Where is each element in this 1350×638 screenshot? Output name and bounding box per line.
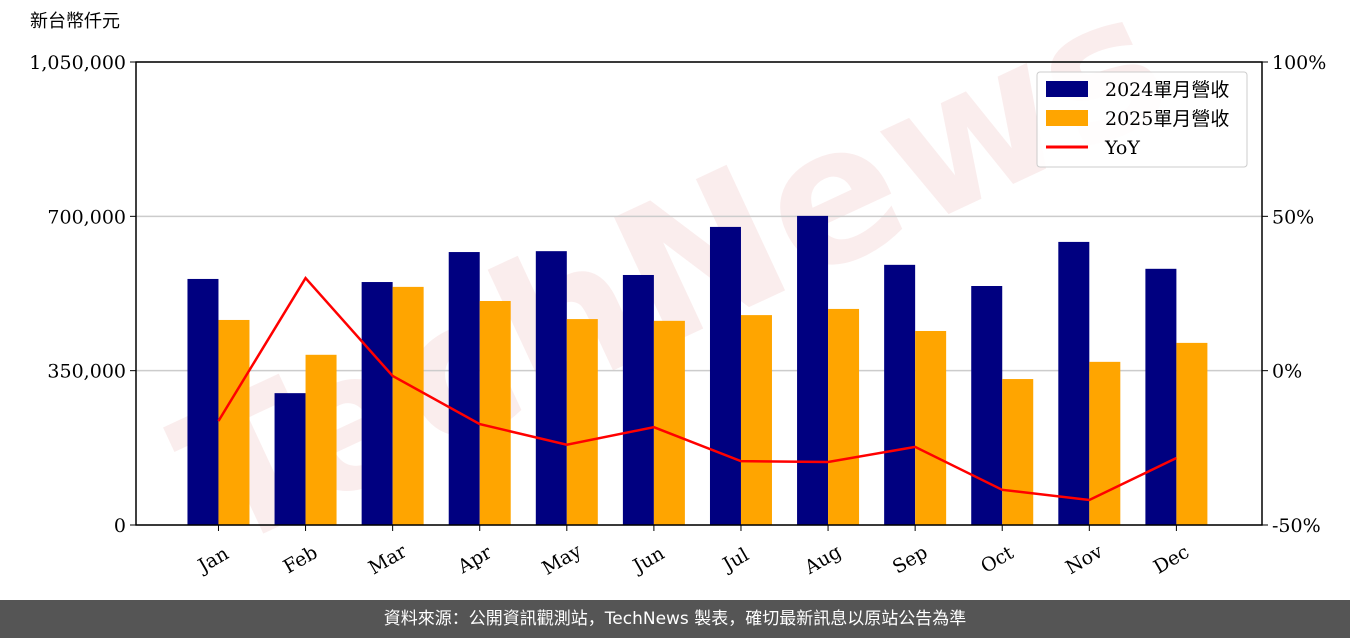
x-tick-label: Oct bbox=[977, 542, 1018, 578]
bar bbox=[274, 393, 306, 525]
x-tick-label: Apr bbox=[453, 541, 496, 578]
bar bbox=[797, 215, 829, 525]
legend-label: 2024單月營收 bbox=[1105, 79, 1229, 101]
bar bbox=[187, 278, 219, 525]
bar bbox=[392, 286, 424, 525]
y-tick-label: 350,000 bbox=[47, 361, 126, 383]
y2-tick-label: -50% bbox=[1272, 515, 1321, 537]
y2-tick-label: 100% bbox=[1272, 52, 1326, 74]
bar bbox=[1089, 361, 1121, 525]
plot-frame bbox=[135, 61, 1263, 526]
bar bbox=[622, 274, 654, 525]
bar bbox=[915, 330, 947, 525]
bar bbox=[828, 308, 860, 525]
bar bbox=[884, 264, 916, 525]
y-tick-label: 0 bbox=[114, 515, 126, 537]
x-tick-label: Dec bbox=[1150, 541, 1193, 579]
bar bbox=[1002, 379, 1034, 525]
y-tick-label: 700,000 bbox=[47, 206, 126, 228]
y-axis-title: 新台幣仟元 bbox=[30, 11, 120, 32]
bar bbox=[740, 315, 772, 525]
bar bbox=[971, 286, 1003, 525]
legend-label: 2025單月營收 bbox=[1105, 108, 1229, 130]
legend-box bbox=[1036, 71, 1248, 168]
x-tick-label: Mar bbox=[365, 540, 411, 579]
bar bbox=[305, 354, 337, 525]
x-tick-label: Jul bbox=[718, 544, 753, 577]
bar bbox=[1145, 268, 1177, 525]
y2-tick-label: 50% bbox=[1272, 206, 1314, 228]
x-tick-label: May bbox=[538, 540, 585, 580]
footer: 資料來源：公開資訊觀測站，TechNews 製表，確切最新訊息以原站公告為準 bbox=[0, 600, 1350, 638]
bar bbox=[1176, 342, 1208, 525]
chart: 新台幣仟元 TechNews 0350,000700,0001,050,000-… bbox=[29, 0, 1326, 594]
legend-swatch bbox=[1046, 110, 1088, 126]
bar bbox=[709, 226, 741, 525]
bar bbox=[448, 252, 480, 525]
bar bbox=[535, 251, 567, 525]
bar bbox=[218, 319, 250, 525]
bar bbox=[1058, 241, 1090, 525]
x-tick-label: Aug bbox=[800, 541, 845, 580]
line bbox=[217, 275, 1177, 502]
y-tick-label: 1,050,000 bbox=[29, 52, 126, 74]
y2-tick-label: 0% bbox=[1272, 361, 1302, 383]
bar bbox=[566, 319, 598, 525]
bar bbox=[361, 282, 393, 525]
legend-label: YoY bbox=[1104, 137, 1140, 159]
x-tick-label: Nov bbox=[1062, 540, 1107, 579]
x-tick-label: Jun bbox=[628, 542, 669, 578]
x-tick-label: Sep bbox=[889, 541, 932, 578]
bar bbox=[479, 300, 511, 525]
bar bbox=[653, 320, 685, 525]
legend-swatch bbox=[1046, 81, 1088, 97]
